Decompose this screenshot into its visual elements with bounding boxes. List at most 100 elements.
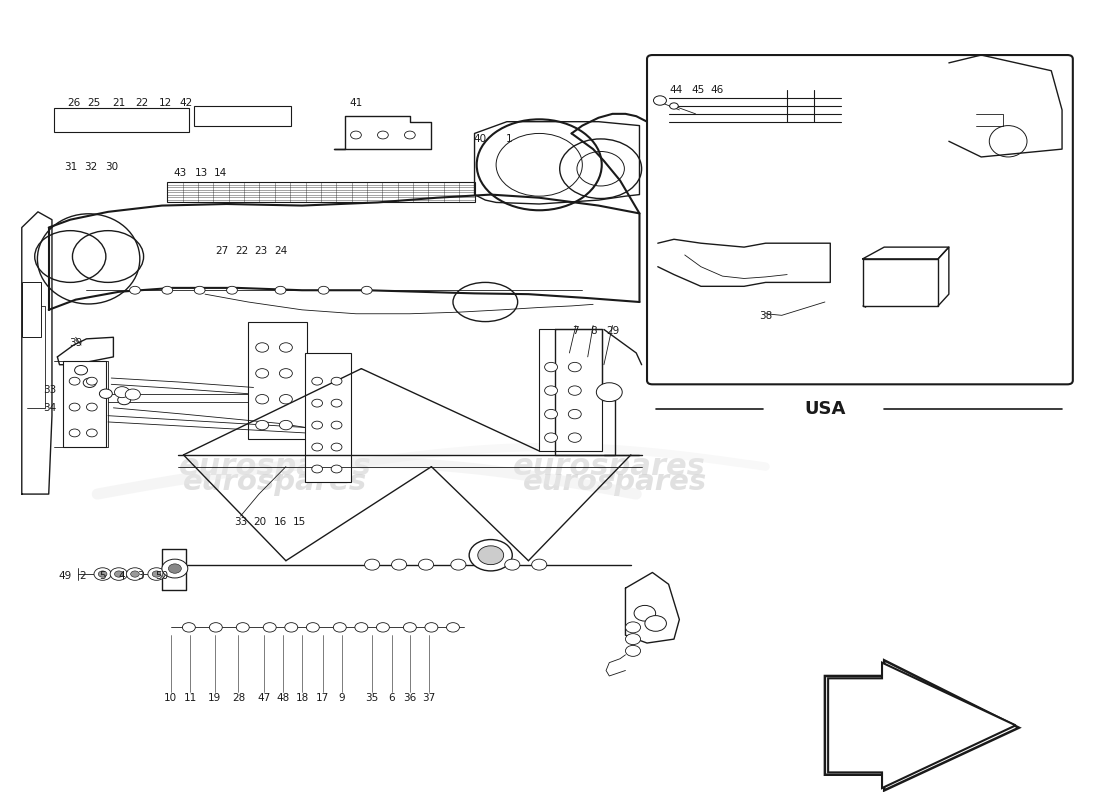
Circle shape	[544, 410, 558, 419]
Circle shape	[376, 622, 389, 632]
Text: 43: 43	[174, 169, 187, 178]
Polygon shape	[825, 660, 1019, 790]
Bar	[539, 330, 602, 451]
FancyBboxPatch shape	[647, 55, 1072, 384]
Circle shape	[75, 366, 88, 375]
Text: 15: 15	[294, 517, 307, 526]
Text: 29: 29	[606, 326, 619, 336]
Bar	[63, 361, 106, 447]
Text: 1: 1	[506, 134, 513, 144]
Circle shape	[87, 429, 97, 437]
Circle shape	[361, 286, 372, 294]
Text: 2: 2	[79, 571, 86, 582]
Circle shape	[255, 342, 268, 352]
Circle shape	[162, 286, 173, 294]
Circle shape	[311, 421, 322, 429]
Circle shape	[626, 646, 640, 656]
Circle shape	[392, 559, 407, 570]
Circle shape	[69, 403, 80, 411]
Text: 14: 14	[213, 169, 227, 178]
Circle shape	[168, 564, 182, 574]
Circle shape	[331, 399, 342, 407]
Circle shape	[279, 342, 293, 352]
Circle shape	[227, 286, 238, 294]
Circle shape	[275, 286, 286, 294]
Circle shape	[364, 559, 380, 570]
Circle shape	[126, 568, 144, 580]
Circle shape	[596, 382, 623, 402]
Text: 50: 50	[155, 571, 168, 582]
Circle shape	[626, 634, 640, 645]
Circle shape	[569, 362, 581, 372]
Circle shape	[183, 622, 196, 632]
Circle shape	[285, 622, 298, 632]
Circle shape	[569, 433, 581, 442]
Circle shape	[110, 568, 128, 580]
Circle shape	[404, 622, 416, 632]
Circle shape	[331, 378, 342, 385]
Circle shape	[255, 394, 268, 404]
Text: 25: 25	[87, 98, 100, 108]
Circle shape	[130, 286, 141, 294]
Circle shape	[87, 378, 97, 385]
Text: 34: 34	[43, 403, 56, 413]
Circle shape	[418, 559, 433, 570]
Circle shape	[98, 571, 107, 577]
Text: 26: 26	[67, 98, 80, 108]
Text: 22: 22	[135, 98, 149, 108]
Circle shape	[69, 429, 80, 437]
Circle shape	[279, 420, 293, 430]
Text: 42: 42	[179, 98, 192, 108]
Circle shape	[307, 622, 319, 632]
Text: 22: 22	[235, 246, 249, 256]
Circle shape	[355, 622, 367, 632]
Text: eurospares: eurospares	[178, 452, 372, 481]
Circle shape	[569, 386, 581, 395]
Bar	[195, 106, 292, 126]
Text: 9: 9	[339, 693, 345, 703]
Circle shape	[351, 131, 361, 139]
Text: 17: 17	[316, 693, 329, 703]
Circle shape	[405, 131, 416, 139]
Circle shape	[263, 622, 276, 632]
Text: 27: 27	[216, 246, 229, 256]
Circle shape	[626, 622, 640, 633]
Circle shape	[331, 421, 342, 429]
Circle shape	[318, 286, 329, 294]
Text: 13: 13	[195, 169, 208, 178]
Bar	[22, 282, 41, 338]
Text: 35: 35	[365, 693, 378, 703]
Text: 28: 28	[232, 693, 245, 703]
Circle shape	[544, 386, 558, 395]
Text: 41: 41	[350, 98, 363, 108]
Text: 31: 31	[64, 162, 77, 172]
Text: 36: 36	[404, 693, 417, 703]
Text: eurospares: eurospares	[522, 468, 707, 496]
Text: 18: 18	[296, 693, 309, 703]
Polygon shape	[828, 662, 1015, 788]
Circle shape	[162, 559, 188, 578]
Text: 16: 16	[274, 517, 287, 526]
Text: 33: 33	[43, 385, 56, 395]
Circle shape	[569, 410, 581, 419]
Text: 20: 20	[253, 517, 266, 526]
Circle shape	[670, 103, 679, 109]
Circle shape	[377, 131, 388, 139]
Text: 48: 48	[276, 693, 289, 703]
Circle shape	[477, 546, 504, 565]
Circle shape	[84, 378, 96, 387]
Text: USA: USA	[804, 401, 846, 418]
Circle shape	[94, 568, 111, 580]
Circle shape	[425, 622, 438, 632]
Circle shape	[131, 571, 140, 577]
Circle shape	[279, 394, 293, 404]
Circle shape	[114, 571, 123, 577]
Circle shape	[311, 399, 322, 407]
Circle shape	[333, 622, 346, 632]
Circle shape	[645, 616, 667, 631]
Text: 4: 4	[119, 571, 125, 582]
Text: 40: 40	[473, 134, 486, 144]
Circle shape	[118, 395, 131, 405]
Text: 30: 30	[104, 162, 118, 172]
Text: 37: 37	[422, 693, 436, 703]
